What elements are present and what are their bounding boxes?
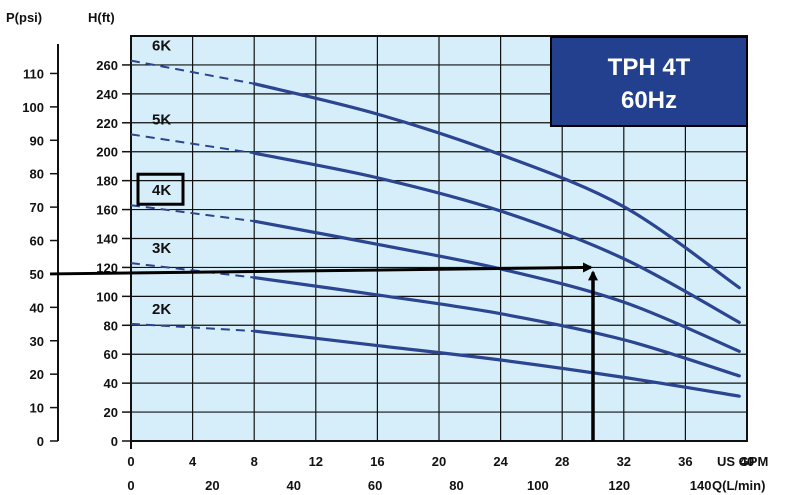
x2-tick-label: 40 <box>287 478 301 493</box>
x-tick-label: 20 <box>432 454 446 469</box>
x2-tick-label: 100 <box>527 478 549 493</box>
y-tick-label: 160 <box>96 203 118 218</box>
psi-tick-label: 10 <box>30 401 44 416</box>
curve-label-2k: 2K <box>152 301 171 318</box>
x2-tick-label: 20 <box>205 478 219 493</box>
axes-layer <box>57 44 132 449</box>
y-tick-label: 140 <box>96 232 118 247</box>
y-axis-label: H(ft) <box>88 10 115 25</box>
x2-axis-label: Q(L/min) <box>712 478 765 493</box>
y-tick-label: 240 <box>96 87 118 102</box>
y-tick-label: 60 <box>104 347 118 362</box>
x-axis-label: US GPM <box>717 454 768 469</box>
curve-label-4k: 4K <box>152 182 171 199</box>
psi-tick-label: 100 <box>22 100 44 115</box>
pressure-arrow <box>49 262 593 276</box>
psi-tick-label: 90 <box>30 133 44 148</box>
x2-tick-label: 80 <box>449 478 463 493</box>
curve-label-6k: 6K <box>152 38 171 55</box>
curve-6k <box>252 82 741 290</box>
psi-tick-label: 50 <box>30 267 44 282</box>
y-tick-label: 200 <box>96 145 118 160</box>
y-tick-label: 0 <box>111 434 118 449</box>
x-tick-label: 0 <box>127 454 134 469</box>
x2-tick-label: 120 <box>608 478 630 493</box>
y-tick-label: 180 <box>96 174 118 189</box>
curve-3k <box>252 275 741 378</box>
y-tick-label: 40 <box>104 376 118 391</box>
y-tick-label: 80 <box>104 318 118 333</box>
y-tick-label: 20 <box>104 405 118 420</box>
x2-tick-label: 0 <box>127 478 134 493</box>
curve-2k-dashed <box>130 322 255 333</box>
curve-3k-dashed <box>130 262 255 279</box>
curve-label-3k: 3K <box>152 240 171 257</box>
title-box: TPH 4T 60Hz <box>550 36 748 127</box>
psi-tick-label: 0 <box>37 434 44 449</box>
title-box-line2: 60Hz <box>621 87 677 114</box>
title-box-line1: TPH 4T <box>608 54 691 81</box>
curve-4k-dashed <box>130 204 255 223</box>
title-box-background <box>550 36 748 127</box>
psi-tick-label: 60 <box>30 234 44 249</box>
y-tick-label: 260 <box>96 58 118 73</box>
curve-5k-dashed <box>130 133 255 155</box>
x-tick-label: 32 <box>617 454 631 469</box>
x-tick-label: 12 <box>309 454 323 469</box>
x-tick-label: 4 <box>189 454 197 469</box>
psi-tick-label: 40 <box>30 300 44 315</box>
curve-label-5k: 5K <box>152 111 171 128</box>
y-tick-label: 220 <box>96 116 118 131</box>
x-tick-label: 24 <box>493 454 508 469</box>
annotations-layer <box>49 262 598 441</box>
curves-layer <box>130 59 741 398</box>
curve-5k <box>252 151 741 324</box>
x-tick-label: 36 <box>678 454 692 469</box>
y-tick-label: 100 <box>96 289 118 304</box>
psi-tick-label: 70 <box>30 200 44 215</box>
x-tick-label: 16 <box>370 454 384 469</box>
psi-axis-label: P(psi) <box>6 10 42 25</box>
psi-tick-label: 80 <box>30 167 44 182</box>
y-tick-label: 120 <box>96 260 118 275</box>
curve-6k-dashed <box>130 59 255 85</box>
highlight-box <box>136 172 185 206</box>
curve-2k <box>252 329 741 398</box>
psi-tick-label: 30 <box>30 334 44 349</box>
x-tick-label: 8 <box>251 454 258 469</box>
x2-tick-label: 60 <box>368 478 382 493</box>
psi-tick-label: 110 <box>23 66 44 81</box>
x-tick-label: 28 <box>555 454 569 469</box>
x2-tick-label: 140 <box>690 478 712 493</box>
x-tick-label: 40 <box>740 454 754 469</box>
labels-layer: 0204060801001201401601802002202402600102… <box>6 10 768 493</box>
psi-tick-label: 20 <box>30 367 44 382</box>
